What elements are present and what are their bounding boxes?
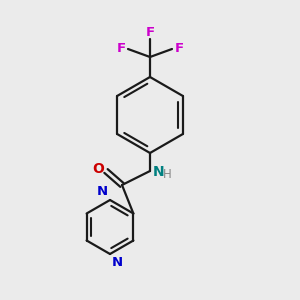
- Text: H: H: [163, 169, 172, 182]
- Text: N: N: [153, 165, 165, 179]
- Text: O: O: [92, 162, 104, 176]
- Text: F: F: [174, 43, 184, 56]
- Text: F: F: [146, 26, 154, 38]
- Text: N: N: [112, 256, 123, 269]
- Text: N: N: [97, 185, 108, 198]
- Text: F: F: [116, 43, 126, 56]
